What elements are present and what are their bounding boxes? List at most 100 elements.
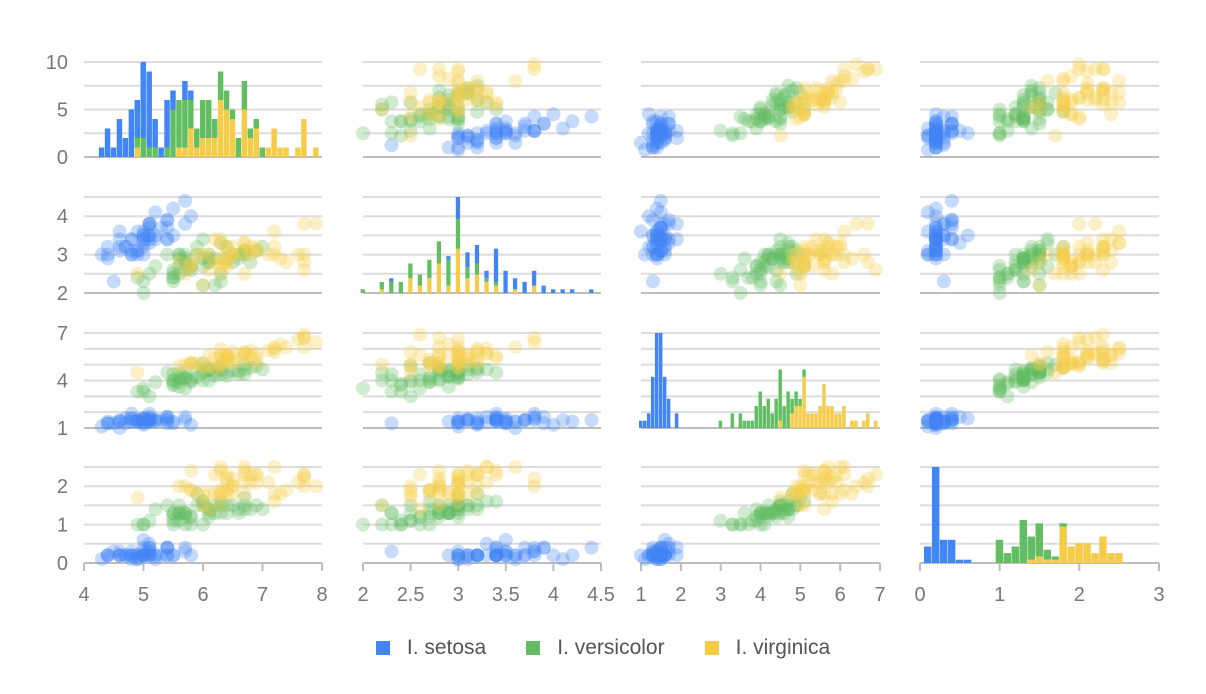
scatter-point-petal-width-vs-sepal-length xyxy=(928,135,943,150)
scatter-point-petal-width-vs-sepal-width xyxy=(1056,251,1071,266)
scatter-point-petal-width-vs-petal-length xyxy=(1024,367,1039,382)
scatter-point-sepal-width-vs-petal-width xyxy=(403,506,418,521)
scatter-point-sepal-length-vs-sepal-width xyxy=(297,247,312,262)
scatter-point-petal-length-vs-petal-width xyxy=(797,479,812,494)
scatter-point-petal-length-vs-sepal-length xyxy=(757,107,772,122)
scatter-point-petal-width-vs-sepal-length xyxy=(936,123,951,138)
scatter-point-sepal-length-vs-sepal-width xyxy=(178,255,193,270)
scatter-point-petal-width-vs-petal-length xyxy=(1096,327,1111,342)
scatter-point-sepal-width-vs-petal-length xyxy=(470,360,485,375)
scatter-point-sepal-width-vs-sepal-length xyxy=(460,135,475,150)
scatter-point-sepal-length-vs-petal-width xyxy=(124,548,139,563)
scatter-point-sepal-length-vs-petal-width xyxy=(201,506,216,521)
scatter-point-petal-length-vs-sepal-width xyxy=(649,247,664,262)
scatter-point-sepal-length-vs-petal-width xyxy=(213,486,228,501)
legend-item-setosa[interactable]: I. setosa xyxy=(375,636,486,660)
scatter-point-petal-length-vs-sepal-length xyxy=(817,95,832,110)
scatter-point-sepal-length-vs-petal-length xyxy=(255,362,270,377)
scatter-point-sepal-length-vs-petal-width xyxy=(142,513,157,528)
scatter-point-petal-length-vs-petal-width xyxy=(649,548,664,563)
scatter-point-sepal-width-vs-petal-width xyxy=(470,467,485,482)
scatter-point-petal-width-vs-sepal-length xyxy=(928,123,943,138)
scatter-point-sepal-length-vs-petal-length xyxy=(130,384,145,399)
scatter-point-petal-width-vs-sepal-length xyxy=(1024,100,1039,115)
scatter-point-sepal-width-vs-petal-width xyxy=(470,548,485,563)
scatter-point-sepal-length-vs-sepal-width xyxy=(166,270,181,285)
scatter-point-petal-width-vs-sepal-length xyxy=(1104,95,1119,110)
scatter-point-petal-width-vs-sepal-length xyxy=(992,114,1007,129)
scatter-point-petal-width-vs-petal-length xyxy=(1040,356,1055,371)
scatter-point-sepal-length-vs-sepal-width xyxy=(178,251,193,266)
scatter-point-petal-length-vs-petal-width xyxy=(837,460,852,474)
scatter-point-petal-width-vs-sepal-length xyxy=(1032,97,1047,112)
scatter-point-petal-length-vs-sepal-length xyxy=(753,114,768,129)
scatter-point-sepal-length-vs-petal-length xyxy=(184,356,199,371)
scatter-point-sepal-length-vs-petal-length xyxy=(112,421,127,435)
scatter-point-sepal-width-vs-petal-width xyxy=(460,498,475,513)
scatter-point-petal-length-vs-petal-width xyxy=(817,463,832,478)
scatter-point-petal-width-vs-petal-length xyxy=(1016,379,1031,394)
scatter-point-sepal-width-vs-petal-length xyxy=(517,413,532,428)
scatter-point-petal-width-vs-sepal-length xyxy=(920,128,935,143)
scatter-point-petal-width-vs-petal-length xyxy=(1096,346,1111,361)
scatter-point-petal-width-vs-petal-length xyxy=(1008,362,1023,377)
scatter-point-sepal-width-vs-sepal-length xyxy=(451,76,466,91)
histogram-bar-petal-length xyxy=(810,413,814,428)
scatter-point-sepal-length-vs-petal-width xyxy=(154,548,169,563)
scatter-point-petal-width-vs-sepal-width xyxy=(1104,243,1119,258)
scatter-point-petal-width-vs-sepal-length xyxy=(1032,102,1047,117)
scatter-point-petal-width-vs-sepal-length xyxy=(928,131,943,145)
scatter-point-petal-width-vs-sepal-width xyxy=(992,286,1007,300)
scatter-point-petal-width-vs-petal-length xyxy=(1064,357,1079,372)
scatter-point-petal-width-vs-sepal-length xyxy=(1096,81,1111,96)
scatter-point-sepal-width-vs-sepal-length xyxy=(422,121,437,136)
scatter-point-petal-length-vs-sepal-length xyxy=(737,112,752,126)
scatter-point-petal-width-vs-sepal-width xyxy=(1024,243,1039,258)
scatter-point-petal-width-vs-sepal-length xyxy=(1016,95,1031,110)
scatter-point-sepal-width-vs-petal-width xyxy=(394,517,409,532)
scatter-point-petal-length-vs-sepal-length xyxy=(825,85,840,100)
scatter-point-petal-length-vs-petal-width xyxy=(821,460,836,474)
scatter-point-sepal-length-vs-petal-width xyxy=(178,540,193,555)
scatter-point-petal-length-vs-sepal-length xyxy=(817,95,832,110)
scatter-point-petal-length-vs-sepal-width xyxy=(649,247,664,262)
scatter-point-petal-length-vs-sepal-width xyxy=(725,274,740,289)
scatter-point-petal-length-vs-sepal-width xyxy=(753,278,768,293)
scatter-point-sepal-length-vs-petal-length xyxy=(243,349,258,364)
scatter-point-petal-length-vs-petal-width xyxy=(657,548,672,563)
scatter-point-petal-length-vs-petal-width xyxy=(645,544,660,559)
scatter-point-sepal-width-vs-sepal-length xyxy=(470,74,485,88)
scatter-point-petal-length-vs-petal-width xyxy=(657,540,672,555)
scatter-point-petal-length-vs-sepal-width xyxy=(785,255,800,270)
scatter-point-petal-length-vs-petal-width xyxy=(641,548,656,563)
scatter-point-petal-width-vs-petal-length xyxy=(1080,343,1095,358)
scatter-point-sepal-length-vs-sepal-width xyxy=(178,193,193,208)
scatter-point-sepal-width-vs-petal-length xyxy=(432,348,447,363)
scatter-point-petal-width-vs-petal-length xyxy=(928,411,943,426)
histogram-bar-sepal-length xyxy=(170,90,176,110)
scatter-point-petal-length-vs-sepal-length xyxy=(821,85,836,100)
scatter-point-sepal-width-vs-sepal-length xyxy=(470,93,485,107)
legend-item-virginica[interactable]: I. virginica xyxy=(704,636,830,660)
scatter-point-petal-width-vs-sepal-length xyxy=(928,119,943,134)
scatter-point-sepal-length-vs-sepal-width xyxy=(237,247,252,262)
histogram-bar-sepal-length xyxy=(176,100,182,148)
scatter-point-petal-width-vs-petal-length xyxy=(1000,389,1015,404)
scatter-point-petal-width-vs-sepal-width xyxy=(1080,247,1095,262)
scatter-point-petal-length-vs-sepal-width xyxy=(645,228,660,243)
scatter-point-petal-width-vs-sepal-length xyxy=(1072,62,1087,77)
scatter-point-sepal-width-vs-petal-width xyxy=(460,467,475,482)
scatter-point-sepal-width-vs-petal-length xyxy=(479,409,494,424)
scatter-point-petal-length-vs-petal-width xyxy=(797,483,812,498)
scatter-point-petal-length-vs-petal-width xyxy=(649,548,664,563)
scatter-point-sepal-width-vs-petal-length xyxy=(422,352,437,367)
scatter-point-sepal-length-vs-sepal-width xyxy=(124,247,139,262)
scatter-point-sepal-length-vs-petal-width xyxy=(261,475,276,490)
scatter-point-petal-length-vs-sepal-width xyxy=(781,255,796,270)
scatter-point-sepal-width-vs-petal-width xyxy=(451,498,466,513)
scatter-point-sepal-length-vs-petal-width xyxy=(94,552,109,567)
scatter-point-petal-length-vs-sepal-length xyxy=(757,109,772,124)
legend-item-versicolor[interactable]: I. versicolor xyxy=(526,636,665,660)
histogram-bar-petal-width xyxy=(1027,536,1036,560)
scatter-point-sepal-width-vs-petal-length xyxy=(498,413,513,428)
